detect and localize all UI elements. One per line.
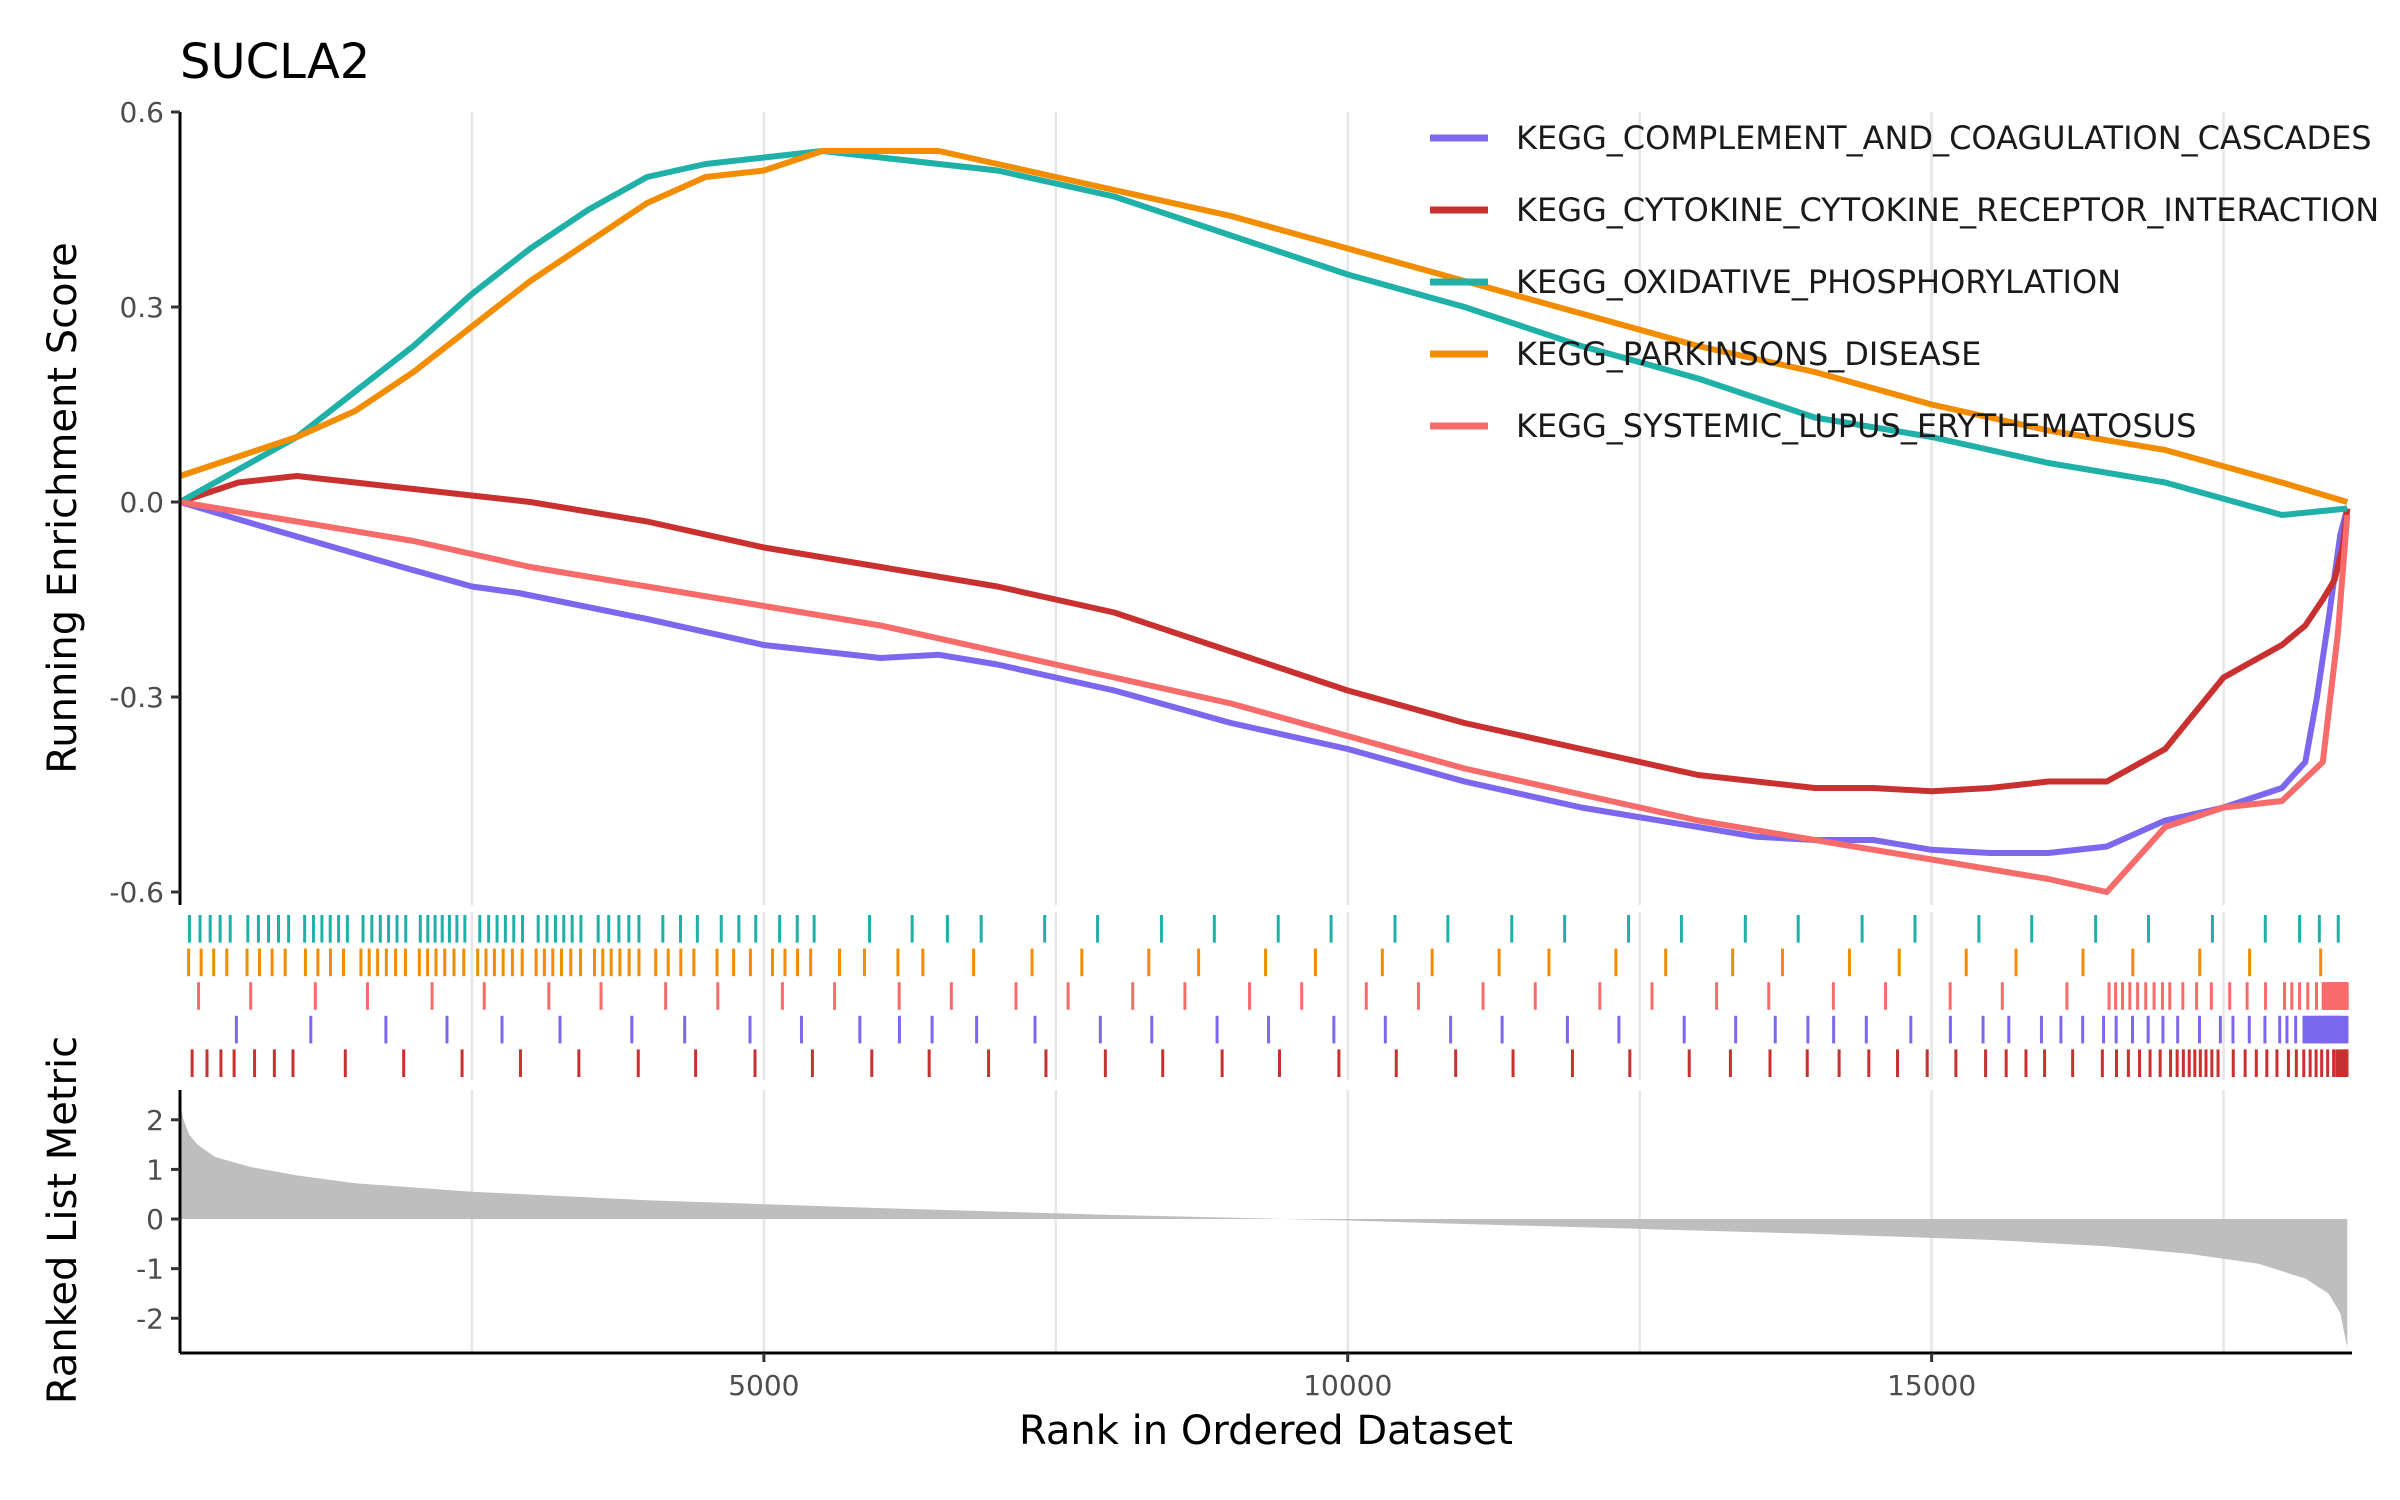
x-axis-title: Rank in Ordered Dataset xyxy=(1019,1408,1513,1454)
hit-rug-marks xyxy=(187,915,2349,1077)
bottom-y-tick-label: -1 xyxy=(136,1253,164,1286)
top-y-ticks: 0.6 0.3 0.0 -0.3 -0.6 xyxy=(109,96,180,909)
top-vertical-grid xyxy=(470,112,2225,905)
x-tick-label: 5000 xyxy=(728,1369,799,1402)
legend-label: KEGG_PARKINSONS_DISEASE xyxy=(1516,335,1981,373)
top-y-tick-label: 0.0 xyxy=(119,486,164,519)
x-ticks: 5000 10000 15000 xyxy=(728,1353,1976,1402)
top-y-tick-label: 0.3 xyxy=(119,291,164,324)
bottom-y-axis-title: Ranked List Metric xyxy=(40,1036,86,1404)
top-y-tick-label: -0.6 xyxy=(109,876,164,909)
x-tick-label: 15000 xyxy=(1887,1369,1976,1402)
enrichment-line-4 xyxy=(179,148,2349,505)
bottom-y-ticks: 2 1 0 -1 -2 xyxy=(136,1104,180,1335)
ranked-metric-panel: 2 1 0 -1 -2 5000 10000 15000 xyxy=(136,1090,2352,1402)
legend-label: KEGG_SYSTEMIC_LUPUS_ERYTHEMATOSUS xyxy=(1516,407,2196,445)
chart-title: SUCLA2 xyxy=(180,34,370,90)
enrichment-lines xyxy=(178,148,2351,895)
legend: KEGG_COMPLEMENT_AND_COAGULATION_CASCADES… xyxy=(1430,119,2379,445)
bottom-y-tick-label: 1 xyxy=(146,1153,164,1186)
enrichment-line-1 xyxy=(179,499,2351,856)
ranked-metric-area xyxy=(180,1104,2348,1348)
enrichment-line-3 xyxy=(178,148,2348,518)
bottom-y-tick-label: -2 xyxy=(136,1302,164,1335)
enrichment-score-panel: 0.6 0.3 0.0 -0.3 -0.6 xyxy=(109,96,2351,909)
hit-rug-panel xyxy=(187,912,2349,1080)
enrichment-line-2 xyxy=(179,473,2351,795)
legend-label: KEGG_COMPLEMENT_AND_COAGULATION_CASCADES xyxy=(1516,119,2372,157)
legend-label: KEGG_OXIDATIVE_PHOSPHORYLATION xyxy=(1516,263,2121,301)
top-y-tick-label: 0.6 xyxy=(119,96,164,129)
enrichment-line-5 xyxy=(179,499,2351,895)
rug-vertical-grid xyxy=(470,912,2225,1080)
top-y-tick-label: -0.3 xyxy=(109,681,164,714)
bottom-y-tick-label: 2 xyxy=(146,1104,164,1137)
x-tick-label: 10000 xyxy=(1303,1369,1392,1402)
top-y-axis-title: Running Enrichment Score xyxy=(40,242,86,774)
bottom-y-tick-label: 0 xyxy=(146,1203,164,1236)
legend-label: KEGG_CYTOKINE_CYTOKINE_RECEPTOR_INTERACT… xyxy=(1516,191,2379,229)
